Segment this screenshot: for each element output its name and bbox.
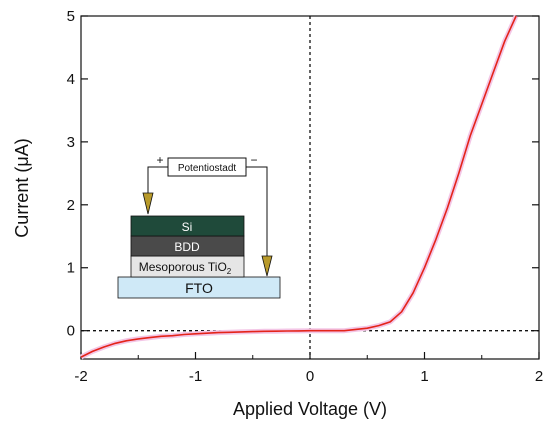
minus-sign: − — [250, 153, 257, 167]
si-label: Si — [182, 220, 193, 234]
x-axis-label: Applied Voltage (V) — [233, 399, 387, 419]
y-tick-label: 4 — [67, 71, 75, 88]
x-tick-label: 0 — [306, 368, 314, 385]
y-axis-label: Current (μA) — [12, 138, 32, 237]
tio2-label: Mesoporous TiO2 — [139, 260, 232, 276]
x-tick-label: 2 — [535, 368, 543, 385]
fto-label: FTO — [185, 280, 213, 296]
series-layer — [79, 14, 519, 360]
x-tick-label: 1 — [420, 368, 428, 385]
x-tick-label: -1 — [189, 368, 202, 385]
y-tick-label: 1 — [67, 260, 75, 277]
plot-frame — [80, 15, 540, 360]
y-tick-label: 0 — [67, 323, 75, 340]
y-tick-label: 2 — [67, 197, 75, 214]
bdd-label: BDD — [174, 240, 200, 254]
plus-sign: + — [156, 153, 163, 167]
y-tick-label: 3 — [67, 134, 75, 151]
potentiostat-label: Potentiostadt — [178, 163, 237, 174]
right-wire — [246, 166, 268, 258]
device-schematic-inset: Potentiostadt + − FTO Mesoporous TiO2 BD… — [117, 153, 281, 299]
x-axis-ticks: -2 -1 0 1 2 — [74, 352, 543, 385]
left-arrowhead — [142, 192, 154, 215]
si-layer — [130, 215, 245, 237]
right-arrowhead — [261, 255, 273, 277]
y-axis-ticks: 0 1 2 3 4 5 — [67, 8, 539, 340]
y-tick-label: 5 — [67, 8, 75, 25]
series-halo — [79, 14, 519, 360]
left-wire — [147, 166, 168, 195]
x-tick-label: -2 — [74, 368, 87, 385]
current-voltage-curve — [80, 15, 517, 358]
